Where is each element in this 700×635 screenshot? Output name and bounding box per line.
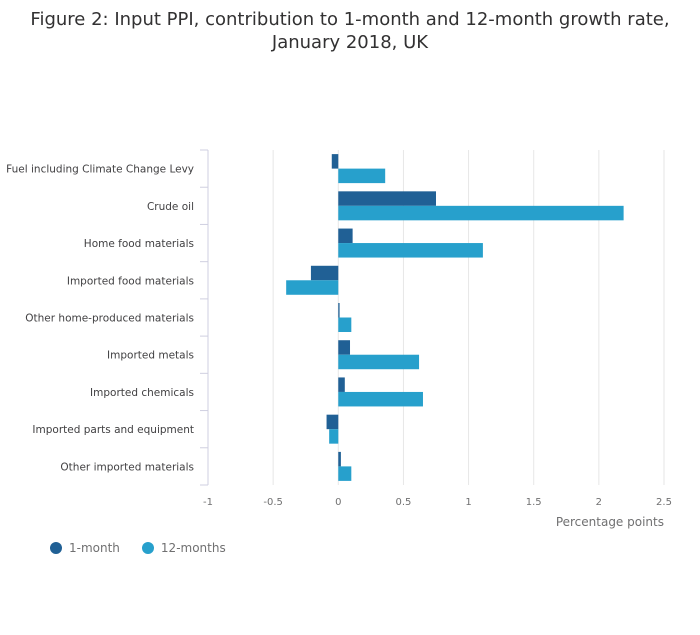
legend-label-1-month: 1-month bbox=[69, 541, 120, 555]
x-tick-label: 0.5 bbox=[395, 497, 411, 508]
bar-12-months bbox=[329, 429, 339, 444]
x-tick-label: -1 bbox=[203, 497, 213, 508]
bar-1-month bbox=[338, 377, 345, 392]
bar-1-month bbox=[331, 154, 339, 169]
bar-12-months bbox=[338, 243, 483, 258]
x-axis-title: Percentage points bbox=[556, 515, 664, 529]
bar-1-month bbox=[338, 228, 353, 244]
legend-marker-12-months bbox=[141, 542, 154, 554]
category-label: Other home-produced materials bbox=[25, 313, 194, 325]
x-tick-label: 1 bbox=[465, 497, 471, 508]
category-axis bbox=[200, 149, 209, 486]
chart-title-line-1: Figure 2: Input PPI, contribution to 1-m… bbox=[30, 9, 670, 30]
category-label: Imported metals bbox=[107, 350, 194, 362]
legend-item-1-month[interactable]: 1-month bbox=[50, 541, 120, 555]
category-label: Imported parts and equipment bbox=[32, 424, 194, 436]
category-label: Fuel including Climate Change Levy bbox=[6, 164, 194, 176]
legend-item-12-months[interactable]: 12-months bbox=[141, 541, 226, 555]
category-label: Home food materials bbox=[84, 238, 194, 250]
x-tick-label: 1.5 bbox=[526, 497, 542, 508]
bar-12-months bbox=[338, 466, 352, 481]
bar-12-months bbox=[338, 205, 624, 221]
bar-12-months bbox=[338, 391, 423, 407]
category-label: Imported food materials bbox=[67, 275, 194, 287]
bar-1-month bbox=[310, 265, 339, 281]
bar-1-month bbox=[338, 303, 340, 318]
category-label: Imported chemicals bbox=[90, 387, 194, 399]
legend: 1-month 12-months bbox=[50, 541, 248, 555]
category-label: Crude oil bbox=[147, 201, 194, 213]
chart-title-line-2: January 2018, UK bbox=[271, 32, 429, 53]
bar-1-month bbox=[338, 451, 341, 467]
bar-1-month bbox=[326, 414, 339, 430]
category-label: Other imported materials bbox=[60, 461, 194, 473]
legend-label-12-months: 12-months bbox=[160, 541, 226, 555]
axis-labels: -1 -0.5 0 0.5 1 1.5 2 2.5 Fuel including Climate… bbox=[6, 164, 672, 508]
legend-marker-1-month bbox=[50, 542, 62, 554]
chart-title: Figure 2: Input PPI, contribution to 1-m… bbox=[0, 8, 700, 54]
x-tick-label: 2.5 bbox=[656, 497, 672, 508]
bar-12-months bbox=[286, 280, 339, 295]
bar-12-months bbox=[338, 168, 386, 184]
bar-12-months bbox=[338, 354, 420, 370]
bar-1-month bbox=[338, 191, 436, 206]
bar-1-month bbox=[338, 340, 351, 355]
bar-12-months bbox=[338, 317, 352, 332]
x-tick-label: -0.5 bbox=[263, 497, 283, 508]
x-tick-label: 0 bbox=[335, 497, 341, 508]
bars bbox=[286, 154, 624, 481]
x-tick-label: 2 bbox=[596, 497, 602, 508]
